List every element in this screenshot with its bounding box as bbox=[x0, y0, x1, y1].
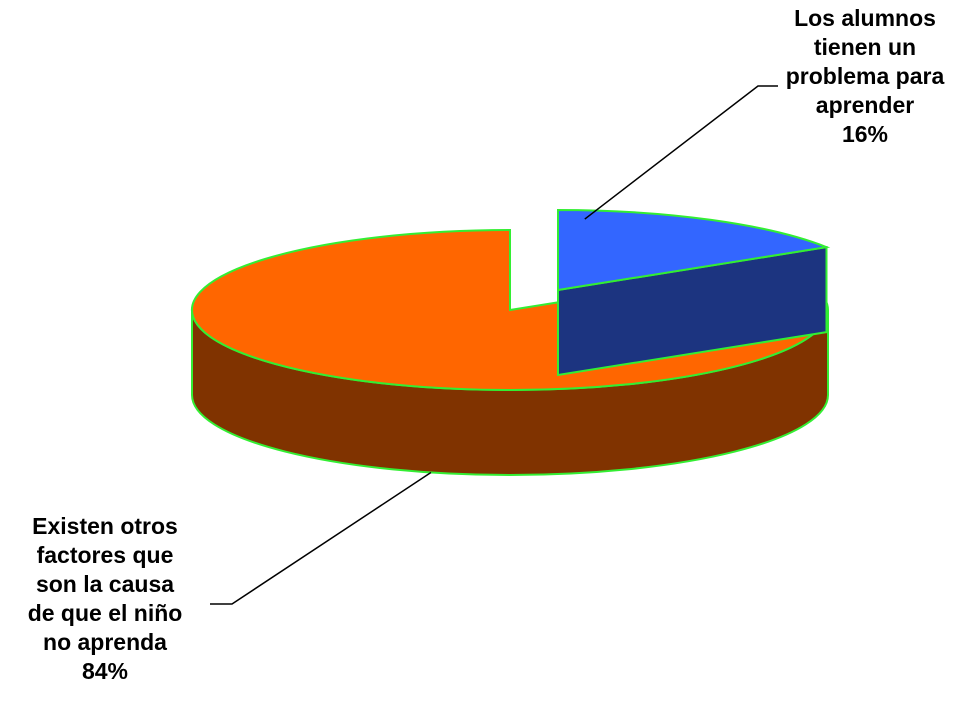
slice-label-line: son la causa bbox=[35, 571, 175, 597]
leader-line-problema bbox=[584, 85, 778, 220]
slice-percent-label: 84% bbox=[81, 658, 129, 684]
slice-label-line: no aprenda bbox=[43, 629, 167, 655]
slice-label-otros-factores: Existen otros factores que son la causa … bbox=[0, 512, 210, 686]
slice-percent-label: 16% bbox=[841, 121, 889, 147]
slice-label-line: aprender bbox=[815, 92, 915, 118]
slice-label-line: problema para bbox=[785, 63, 945, 89]
leader-line-otros-factores bbox=[210, 471, 432, 605]
slice-label-line: factores que bbox=[36, 542, 174, 568]
slice-label-problema: Los alumnos tienen un problema para apre… bbox=[760, 4, 970, 149]
slice-label-line: tienen un bbox=[813, 34, 917, 60]
slice-label-line: de que el niño bbox=[27, 600, 183, 626]
slice-top-problema bbox=[557, 208, 831, 292]
slice-label-line: Los alumnos bbox=[794, 5, 936, 31]
slice-label-line: Existen otros bbox=[32, 513, 178, 539]
